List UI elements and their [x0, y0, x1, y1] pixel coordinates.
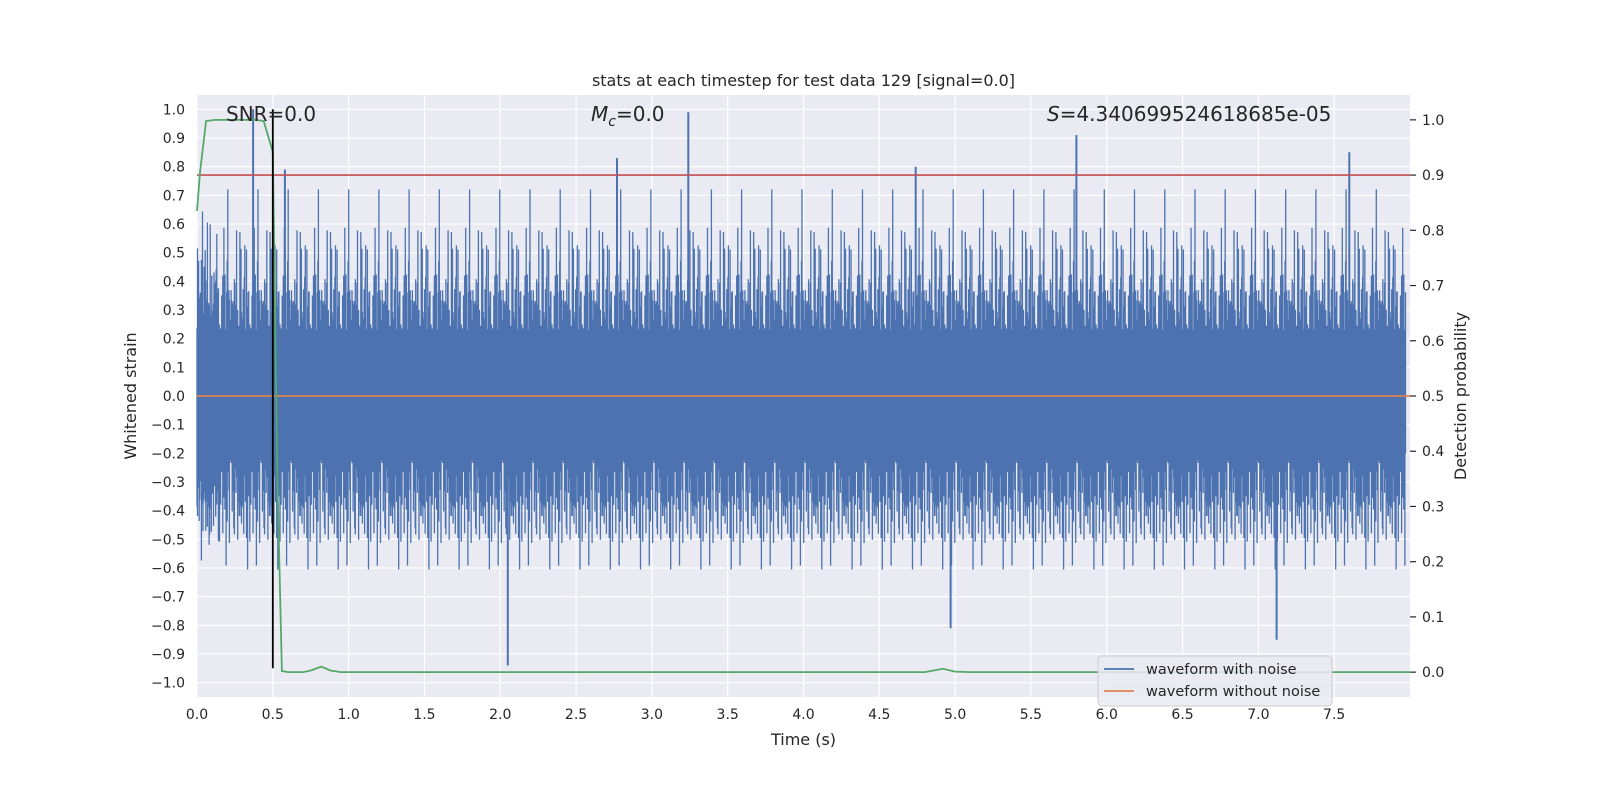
x-tick-label: 7.0 — [1247, 707, 1269, 723]
waveform-with-noise-series — [196, 109, 1407, 666]
y2-tick-label: 0.0 — [1422, 665, 1444, 681]
y-tick-label: −0.7 — [151, 590, 185, 606]
x-tick-label: 5.5 — [1020, 707, 1042, 723]
y2-tick-label: 0.2 — [1422, 555, 1444, 571]
y2-axis-ticks: 1.0 0.9 0.8 0.7 0.6 0.5 0.4 0.3 0.2 0.1 0.0 — [1410, 113, 1444, 681]
s-symbol: S — [1047, 102, 1060, 126]
y2-tick-label: 0.7 — [1422, 279, 1444, 295]
y2-tick-label: 0.8 — [1422, 223, 1444, 239]
mc-annotation: Mc=0.0 — [591, 102, 665, 130]
x-tick-label: 4.0 — [792, 707, 814, 723]
noise-trace — [196, 189, 1407, 570]
detection-probability-line — [196, 119, 1410, 673]
x-tick-label: 4.5 — [868, 707, 890, 723]
chart-title: stats at each timestep for test data 129… — [592, 71, 1015, 90]
x-tick-label: 6.0 — [1096, 707, 1118, 723]
y2-tick-label: 0.4 — [1422, 444, 1444, 460]
y2-tick-label: 0.1 — [1422, 610, 1444, 626]
y-tick-label: 0.5 — [163, 246, 185, 262]
y-tick-label: −0.9 — [151, 647, 185, 663]
y-tick-label: −0.5 — [151, 532, 185, 548]
x-tick-label: 0.0 — [186, 707, 208, 723]
y-tick-label: 0.8 — [163, 160, 185, 176]
x-tick-label: 1.0 — [337, 707, 359, 723]
y-tick-label: −0.4 — [151, 504, 185, 520]
x-tick-label: 5.0 — [944, 707, 966, 723]
y-axis-ticks: 1.0 0.9 0.8 0.7 0.6 0.5 0.4 0.3 0.2 0.1 0.0 −0.1 −0.… — [151, 102, 185, 691]
y-tick-label: −0.1 — [151, 418, 185, 434]
s-value: =4.340699524618685e-05 — [1060, 102, 1332, 126]
y-tick-label: 0.4 — [163, 274, 185, 290]
y2-axis-label: Detection probability — [1451, 312, 1470, 480]
legend-label: waveform without noise — [1146, 684, 1320, 700]
noise-peaks — [252, 109, 1351, 666]
mc-symbol: M — [591, 102, 608, 126]
x-tick-label: 3.0 — [641, 707, 663, 723]
x-tick-label: 2.5 — [565, 707, 587, 723]
y2-tick-label: 0.3 — [1422, 499, 1444, 515]
x-axis-label: Time (s) — [770, 730, 836, 749]
x-tick-label: 0.5 — [262, 707, 284, 723]
y-tick-label: −1.0 — [151, 676, 185, 692]
y-tick-label: 0.1 — [163, 360, 185, 376]
x-tick-label: 1.5 — [413, 707, 435, 723]
legend: waveform with noise waveform without nois… — [1097, 655, 1333, 707]
x-tick-label: 7.5 — [1323, 707, 1345, 723]
mc-subscript: c — [608, 114, 616, 130]
y-tick-label: 0.6 — [163, 217, 185, 233]
y-tick-label: −0.3 — [151, 475, 185, 491]
y-tick-label: 0.0 — [163, 389, 185, 405]
snr-annotation: SNR=0.0 — [226, 102, 316, 126]
y-tick-label: −0.2 — [151, 446, 185, 462]
overlay-lines — [196, 109, 1410, 673]
y-tick-label: 0.9 — [163, 131, 185, 147]
y-axis-label: Whitened strain — [121, 332, 140, 459]
x-tick-label: 3.5 — [717, 707, 739, 723]
y2-tick-label: 1.0 — [1422, 113, 1444, 129]
s-annotation: S=4.340699524618685e-05 — [1047, 102, 1331, 126]
legend-box — [1097, 655, 1333, 707]
y-tick-label: 0.2 — [163, 332, 185, 348]
y-tick-label: −0.6 — [151, 561, 185, 577]
y-tick-label: 0.7 — [163, 188, 185, 204]
legend-label: waveform with noise — [1146, 662, 1297, 678]
y-tick-label: 0.3 — [163, 303, 185, 319]
mc-value: =0.0 — [616, 102, 665, 126]
x-tick-label: 6.5 — [1171, 707, 1193, 723]
y2-tick-label: 0.9 — [1422, 168, 1444, 184]
x-axis-ticks: 0.0 0.5 1.0 1.5 2.0 2.5 3.0 3.5 4.0 4.5 5.0 5.5 6.0 6… — [186, 707, 1345, 723]
y2-tick-label: 0.6 — [1422, 334, 1444, 350]
x-tick-label: 2.0 — [489, 707, 511, 723]
y-tick-label: −0.8 — [151, 618, 185, 634]
y-tick-label: 1.0 — [163, 102, 185, 118]
y2-tick-label: 0.5 — [1422, 389, 1444, 405]
